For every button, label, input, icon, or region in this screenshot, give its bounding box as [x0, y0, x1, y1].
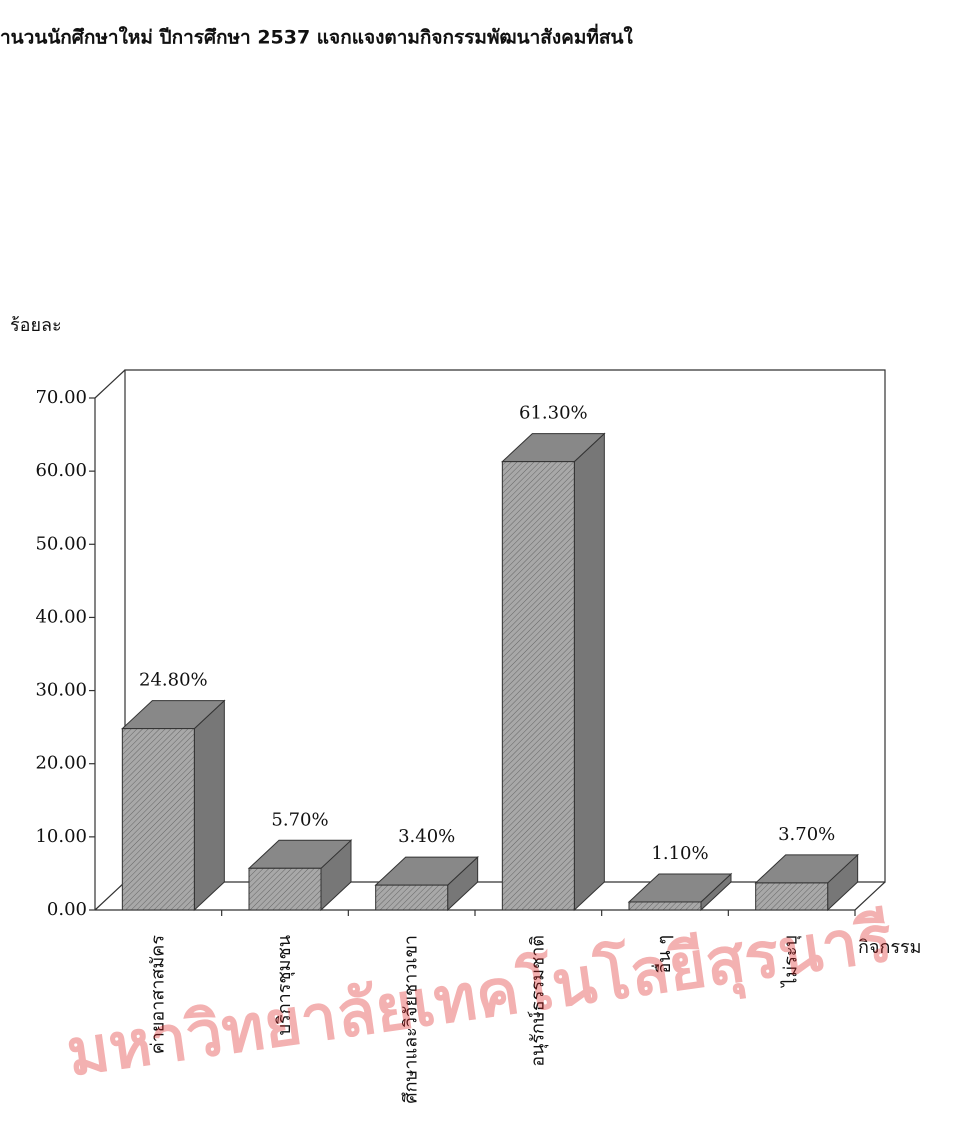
value-label: 61.30% [519, 403, 588, 424]
bar-side [574, 434, 604, 910]
bar-front [376, 885, 448, 910]
chart-title: านวนนักศึกษาใหม่ ปีการศึกษา 2537 แจกแจงต… [0, 24, 634, 49]
y-tick-label: 20.00 [35, 753, 87, 774]
bar-top [629, 874, 731, 902]
y-axis-top [95, 370, 125, 398]
y-tick-label: 30.00 [35, 680, 87, 701]
y-tick-label: 10.00 [35, 826, 87, 847]
y-tick-label: 40.00 [35, 606, 87, 627]
y-tick-label: 50.00 [35, 533, 87, 554]
bar [249, 840, 351, 910]
bar [756, 855, 858, 910]
bar [122, 701, 224, 910]
bar [376, 857, 478, 910]
value-label: 3.70% [778, 824, 835, 845]
y-tick-label: 0.00 [47, 899, 87, 920]
bar-front [502, 462, 574, 910]
y-axis-label: ร้อยละ [10, 315, 62, 336]
chart: านวนนักศึกษาใหม่ ปีการศึกษา 2537 แจกแจงต… [0, 0, 958, 1144]
bar-front [629, 902, 701, 910]
bar [629, 874, 731, 910]
y-tick-label: 70.00 [35, 387, 87, 408]
value-label: 1.10% [651, 843, 708, 864]
y-tick-label: 60.00 [35, 460, 87, 481]
value-label: 24.80% [139, 670, 208, 691]
bar-front [756, 883, 828, 910]
bar-front [122, 729, 194, 910]
value-label: 3.40% [398, 826, 455, 847]
watermark: มหาวิทยาลัยเทคโนโลยีสุรนารี [62, 900, 897, 1093]
value-label: 5.70% [271, 809, 328, 830]
bar [502, 434, 604, 910]
bar-side [194, 701, 224, 910]
bar-front [249, 868, 321, 910]
